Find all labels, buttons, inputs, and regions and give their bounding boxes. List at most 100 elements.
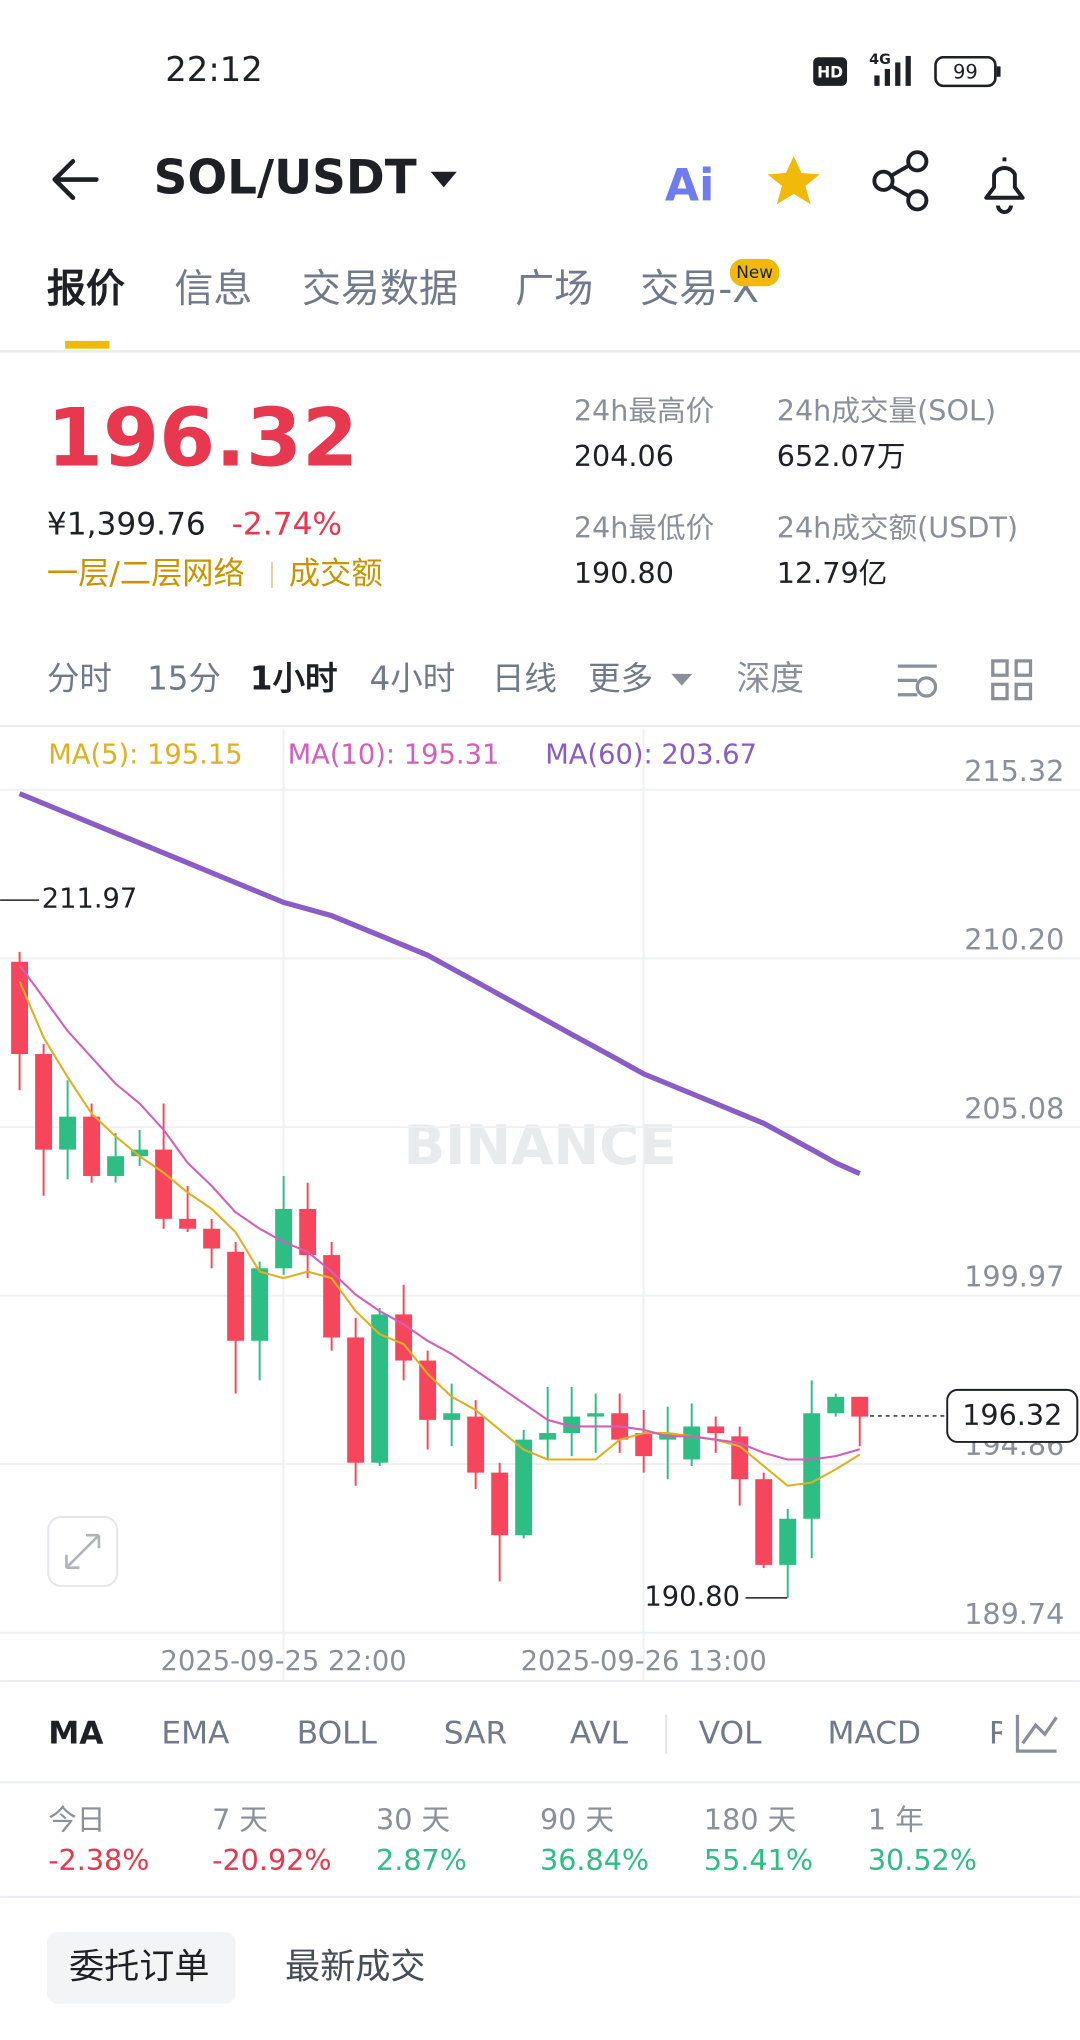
candle-body [83,1116,101,1176]
alert-button[interactable] [984,157,1025,214]
candle-body [203,1228,221,1249]
indicator-tab[interactable]: SAR [444,1715,507,1751]
period-label: 180 天 [704,1802,796,1836]
period-label: 1 年 [868,1802,924,1836]
tab-badge: New [736,262,773,282]
candle-body [851,1396,869,1417]
candle-body [467,1416,485,1473]
candle-body [587,1413,605,1417]
performance: 今日 -2.38% 7 天 -20.92% 30 天 2.87% 90 天 36.84% 180… [48,1802,977,1876]
tab[interactable]: 交易数据 [302,267,458,312]
price-change: -2.74% [232,507,342,543]
interval-tab[interactable]: 15分 [147,659,221,697]
candle-body [635,1433,653,1457]
candle-body [251,1268,269,1341]
candle-body [683,1426,701,1460]
ma-line [18,791,861,1177]
battery-level: 99 [953,60,978,83]
last-price-box [946,1388,1079,1443]
fullscreen-icon [65,1533,101,1570]
indicator-tab[interactable]: AVL [570,1715,629,1751]
tag[interactable]: 成交额 [289,556,383,592]
y-tick-label: 215.32 [964,754,1064,788]
last-price-label: 196.32 [962,1398,1062,1432]
interval-tab[interactable]: 更多 [588,659,653,697]
period-change: 55.41% [704,1843,813,1877]
back-button[interactable] [52,159,99,201]
interval-tab[interactable]: 1小时 [250,659,338,697]
tag[interactable]: 一层/二层网络 [47,556,245,592]
period-label: 90 天 [540,1802,614,1836]
orders-tab[interactable]: 委托订单 [69,1946,209,1987]
candle-body [491,1472,509,1536]
pair-dropdown[interactable] [430,171,457,188]
indicator-tab[interactable]: BOLL [297,1715,378,1751]
candle-body [107,1156,125,1176]
watermark: BINANCE [403,1113,676,1177]
interval-tab[interactable]: 日线 [492,659,557,697]
hd-icon [813,57,848,86]
indicator-fade [1001,1704,1080,1765]
active-tab-bg [46,1932,236,2004]
trades-tab[interactable]: 最新成交 [285,1946,425,1987]
high-label: 211.97 [42,884,138,915]
candle-body [563,1416,581,1434]
last-price: 196.32 [47,392,358,486]
period-change: 2.87% [376,1843,467,1877]
candle-body [35,1054,53,1150]
candle-body [155,1149,173,1219]
stat-label: 24h成交量(SOL) [777,393,996,427]
tab[interactable]: 报价 [47,267,125,312]
stat-value: 190.80 [574,556,674,590]
y-tick-label: 210.20 [964,923,1064,957]
period-change: 36.84% [540,1843,649,1877]
interval-tab[interactable]: 分时 [47,659,112,697]
stat-label: 24h最高价 [574,393,714,427]
indicator-tab[interactable]: VOL [699,1715,762,1751]
signal-icon [874,55,911,86]
candle-body [779,1518,797,1565]
candle-body [371,1314,389,1463]
share-button[interactable] [872,150,929,212]
interval-tab[interactable]: 4小时 [370,659,456,697]
indicator-tab[interactable]: EMA [161,1715,230,1751]
favorite-button[interactable] [767,156,820,205]
battery-tip [996,66,1001,77]
stat-value: 12.79亿 [777,556,888,590]
tab-underline [65,340,110,349]
stats: 24h最高价 204.06 24h成交量(SOL) 652.07万 24h最低价 190.… [574,393,1018,590]
ma-line [18,964,861,1461]
indicator-settings[interactable] [1015,1714,1058,1753]
candle-body [59,1116,77,1150]
candle-body [179,1218,197,1229]
more-dropdown[interactable] [671,673,693,686]
ma-legend: MA(60): 203.67 [545,739,757,770]
period-label: 7 天 [212,1802,268,1836]
layout-button[interactable] [991,659,1033,701]
stat-value: 652.07万 [777,439,906,473]
chart: 215.32210.20205.08199.97194.86189.742025… [0,728,1080,1681]
tab[interactable]: 广场 [515,267,593,312]
stat-value: 204.06 [574,439,674,473]
pair-title[interactable]: SOL/USDT [154,151,417,205]
ai-button[interactable]: Ai [665,161,714,212]
depth-tab[interactable]: 深度 [736,659,804,698]
stat-label: 24h最低价 [574,511,714,545]
tab[interactable]: 信息 [174,267,252,312]
indicator-tab[interactable]: MA [48,1715,104,1751]
hd-label: HD [817,63,843,81]
chart-settings[interactable] [897,664,938,698]
indicator-tab[interactable]: MACD [828,1715,922,1751]
stat-label: 24h成交额(USDT) [777,511,1018,545]
period-label: 30 天 [376,1802,450,1836]
y-tick-label: 189.74 [964,1597,1064,1631]
ma-line [18,981,861,1487]
candle-body [347,1337,365,1463]
candle-body [419,1360,437,1420]
battery-icon [934,55,997,88]
status-time: 22:12 [165,50,262,89]
period-change: -2.38% [48,1843,149,1877]
